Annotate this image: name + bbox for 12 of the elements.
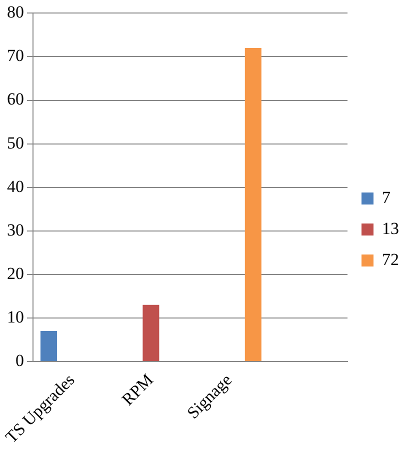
y-tick-label: 60 (7, 90, 24, 109)
y-tick-label: 10 (7, 307, 24, 326)
y-tick-label: 80 (7, 2, 24, 22)
y-tick-label: 70 (7, 46, 24, 66)
y-tick-label: 0 (16, 350, 24, 370)
y-tick-label: 50 (7, 133, 24, 152)
y-tick-label: 40 (7, 176, 24, 196)
y-tick-label: 20 (7, 264, 24, 283)
y-tick-label: 30 (7, 220, 24, 240)
legend-label: 7 (382, 188, 391, 207)
legend-label: 72 (382, 250, 399, 269)
legend-label: 13 (382, 218, 399, 238)
